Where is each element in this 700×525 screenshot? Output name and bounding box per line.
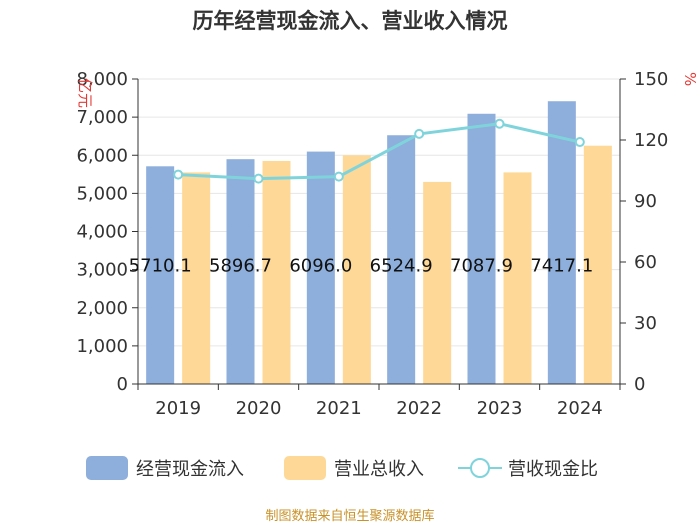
bar-revenue [262,160,291,384]
bar-cash-inflow [547,101,576,385]
bar-data-label: 5896.7 [209,256,272,277]
bar-revenue [583,145,612,384]
left-axis-unit: 亿元 [76,78,94,108]
right-tick-label: 60 [634,252,657,273]
right-tick-label: 30 [634,313,657,334]
bar-revenue [423,181,452,384]
right-tick-label: 150 [634,69,668,90]
x-tick-label: 2022 [396,398,442,419]
bar-revenue [342,155,371,384]
chart-title: 历年经营现金流入、营业收入情况 [193,9,508,33]
legend-revenue: 营业总收入 [284,456,424,480]
ratio-point [333,171,344,182]
bars [146,101,612,385]
right-tick-label: 90 [634,191,657,212]
bar-data-label: 7417.1 [530,256,593,277]
axes: 0 1,000 2,000 3,000 4,000 5,000 6,000 7,000 8,00… [76,69,668,419]
bar-revenue [503,172,532,384]
left-tick-label: 6,000 [76,145,128,166]
ratio-point [253,173,264,184]
ratio-point [414,128,425,139]
ratio-line [173,118,585,184]
ratio-point [574,137,585,148]
bar-cash-inflow [387,135,416,384]
legend-cash-inflow: 经营现金流入 [86,456,244,480]
ratio-point [173,169,184,180]
bar-data-label: 6096.0 [289,256,352,277]
bar-cash-inflow [146,166,175,384]
legend-swatch [284,456,326,480]
source-note: 制图数据来自恒生聚源数据库 [265,508,434,524]
x-tick-label: 2023 [477,398,523,419]
bar-data-label: 7087.9 [450,256,513,277]
legend-swatch [86,456,128,480]
legend-marker [470,458,490,478]
x-tick-label: 2024 [557,398,603,419]
legend-label: 营业总收入 [334,459,424,480]
legend: 经营现金流入 营业总收入 营收现金比 [86,456,598,480]
ratio-line-path [178,122,581,181]
left-tick-label: 8,000 [76,69,128,90]
left-tick-label: 2,000 [76,298,128,319]
bar-revenue [182,172,211,384]
bar-cash-inflow [467,113,496,385]
grid-lines [138,78,620,347]
bar-cash-inflow [226,159,255,384]
x-tick-label: 2019 [155,398,201,419]
bar-data-label: 5710.1 [129,256,192,277]
left-tick-label: 5,000 [76,183,128,204]
right-axis-unit: % [681,72,699,86]
x-tick-label: 2021 [316,398,362,419]
left-tick-label: 0 [117,374,128,395]
legend-ratio: 营收现金比 [458,458,598,480]
legend-label: 经营现金流入 [136,459,244,480]
left-tick-label: 3,000 [76,260,128,281]
left-tick-label: 4,000 [76,222,128,243]
ratio-point [494,118,505,129]
legend-label: 营收现金比 [508,459,598,480]
data-labels: 5710.1 5896.7 6096.0 6524.9 7087.9 7417.1 [129,256,594,277]
right-tick-label: 0 [634,374,645,395]
bar-cash-inflow [306,151,335,384]
left-tick-label: 7,000 [76,107,128,128]
bar-data-label: 6524.9 [370,256,433,277]
left-tick-label: 1,000 [76,336,128,357]
right-tick-label: 120 [634,130,668,151]
x-tick-label: 2020 [236,398,282,419]
